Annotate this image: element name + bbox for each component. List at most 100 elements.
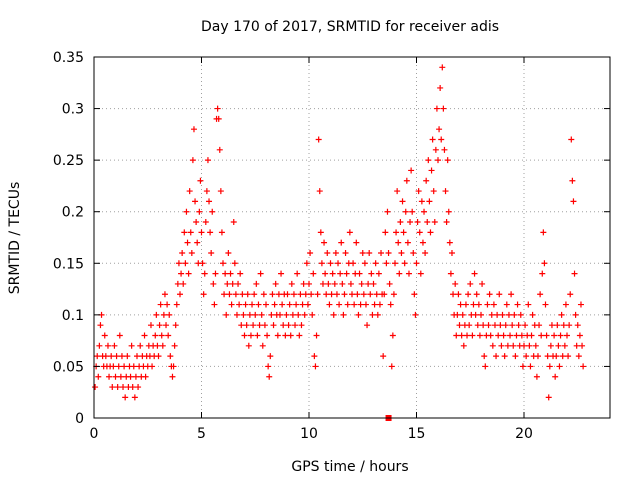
data-point-plus: [428, 167, 435, 174]
data-point-plus: [410, 249, 417, 256]
data-point-plus: [447, 270, 454, 277]
data-point-plus: [570, 198, 577, 205]
data-point-plus: [552, 373, 559, 380]
data-point-plus: [243, 322, 250, 329]
data-point-plus: [459, 311, 466, 318]
data-point-plus: [369, 311, 376, 318]
data-point-plus: [115, 363, 122, 370]
data-point-plus: [494, 311, 501, 318]
data-point-plus: [344, 301, 351, 308]
data-point-plus: [415, 188, 422, 195]
data-point-plus: [318, 260, 325, 267]
data-point-plus: [418, 198, 425, 205]
data-point-plus: [558, 311, 565, 318]
data-point-plus: [199, 260, 206, 267]
data-point-plus: [400, 229, 407, 236]
data-point-plus: [573, 342, 580, 349]
data-point-plus: [185, 270, 192, 277]
data-point-plus: [441, 146, 448, 153]
data-point-plus: [181, 229, 188, 236]
data-point-plus: [527, 363, 534, 370]
data-point-plus: [189, 157, 196, 164]
data-point-plus: [457, 301, 464, 308]
data-point-plus: [579, 342, 586, 349]
data-point-plus: [519, 363, 526, 370]
data-point-plus: [333, 291, 340, 298]
data-point-plus: [230, 219, 237, 226]
data-point-plus: [580, 363, 587, 370]
data-point-plus: [120, 384, 127, 391]
data-point-plus: [184, 239, 191, 246]
data-point-plus: [481, 353, 488, 360]
data-point-plus: [473, 291, 480, 298]
data-point-plus: [495, 332, 502, 339]
data-point-plus: [567, 291, 574, 298]
data-point-plus: [337, 270, 344, 277]
data-point-plus: [294, 270, 301, 277]
data-point-plus: [118, 353, 125, 360]
data-point-plus: [324, 249, 331, 256]
data-point-plus: [368, 270, 375, 277]
data-point-plus: [480, 322, 487, 329]
y-tick-label: 0.1: [62, 308, 84, 324]
x-tick-label: 20: [515, 426, 533, 442]
data-point-plus: [108, 353, 115, 360]
data-point-plus: [174, 280, 181, 287]
data-point-plus: [288, 280, 295, 287]
data-point-plus: [238, 322, 245, 329]
data-point-plus: [285, 322, 292, 329]
data-point-plus: [419, 239, 426, 246]
data-point-plus: [568, 136, 575, 143]
data-point-plus: [216, 146, 223, 153]
data-point-plus: [380, 353, 387, 360]
data-point-plus: [247, 332, 254, 339]
data-point-plus: [220, 260, 226, 267]
data-point-plus: [106, 373, 113, 380]
data-point-plus: [464, 332, 471, 339]
data-point-plus: [403, 177, 410, 184]
data-point-plus: [450, 291, 457, 298]
data-point-plus: [192, 198, 199, 205]
data-point-plus: [413, 260, 420, 267]
data-point-plus: [372, 260, 379, 267]
data-point-plus: [503, 301, 510, 308]
data-point-plus: [554, 322, 561, 329]
data-point-plus: [283, 311, 290, 318]
data-point-plus: [489, 342, 496, 349]
data-point-plus: [287, 332, 294, 339]
data-point-plus: [553, 353, 560, 360]
y-tick-label: 0.35: [53, 50, 84, 66]
data-point-plus: [448, 249, 455, 256]
data-point-plus: [203, 188, 210, 195]
data-point-plus: [475, 301, 482, 308]
data-point-plus: [542, 301, 549, 308]
data-point-plus: [547, 342, 554, 349]
data-point-plus: [543, 332, 550, 339]
data-point-plus: [517, 311, 524, 318]
data-point-plus: [394, 188, 401, 195]
data-point-plus: [254, 332, 261, 339]
data-point-plus: [306, 280, 312, 287]
x-tick-label: 15: [408, 426, 426, 442]
data-point-plus: [206, 198, 213, 205]
data-point-plus: [310, 270, 317, 277]
data-point-plus: [190, 126, 197, 133]
data-point-plus: [507, 332, 514, 339]
data-point-plus: [353, 239, 360, 246]
data-point-plus: [354, 291, 361, 298]
data-point-plus: [261, 322, 268, 329]
data-point-plus: [224, 280, 231, 287]
y-axis-label: SRMTID / TECUs: [7, 182, 23, 295]
data-point-plus: [362, 301, 369, 308]
data-point-plus: [275, 291, 282, 298]
data-point-plus: [349, 291, 355, 298]
data-point-plus: [96, 342, 103, 349]
x-tick-label: 10: [300, 426, 318, 442]
data-point-plus: [511, 311, 518, 318]
data-point-plus: [312, 363, 319, 370]
data-point-plus: [429, 136, 436, 143]
data-point-plus: [518, 332, 525, 339]
data-point-plus: [156, 322, 163, 329]
data-point-plus: [311, 353, 318, 360]
data-point-plus: [381, 291, 388, 298]
